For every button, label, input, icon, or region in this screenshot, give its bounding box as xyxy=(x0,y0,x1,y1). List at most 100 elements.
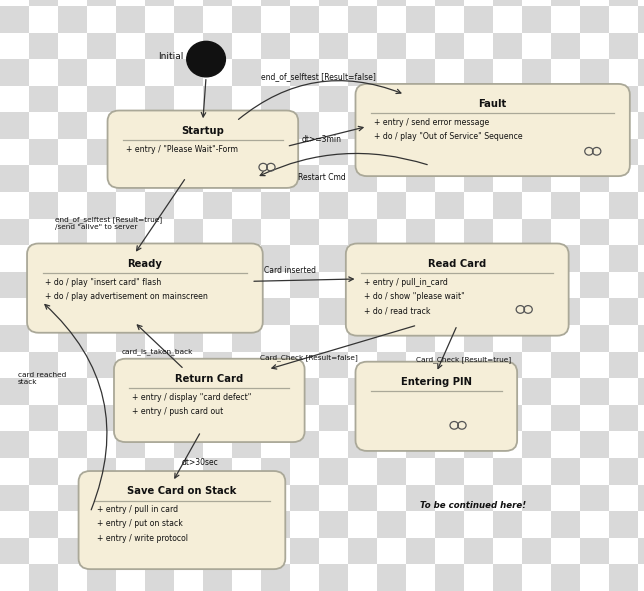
Bar xyxy=(145,86,174,112)
Bar xyxy=(145,165,174,192)
Bar xyxy=(0,564,29,591)
Bar xyxy=(145,112,174,139)
Bar xyxy=(145,139,174,165)
Text: card_is_taken_back: card_is_taken_back xyxy=(122,348,193,355)
Bar xyxy=(174,298,203,325)
Bar xyxy=(29,272,58,298)
Bar xyxy=(290,0,319,6)
Bar xyxy=(406,352,435,378)
Bar xyxy=(377,431,406,458)
Bar xyxy=(174,431,203,458)
Bar xyxy=(609,511,638,538)
Bar xyxy=(203,325,232,352)
Bar xyxy=(348,431,377,458)
Bar xyxy=(522,538,551,564)
Bar xyxy=(638,485,644,511)
Bar xyxy=(145,59,174,86)
Text: + entry / "Please Wait"-Form: + entry / "Please Wait"-Form xyxy=(126,145,238,154)
Bar xyxy=(464,298,493,325)
Bar xyxy=(406,6,435,33)
Bar xyxy=(377,165,406,192)
Bar xyxy=(522,272,551,298)
Bar xyxy=(116,272,145,298)
Bar xyxy=(58,298,87,325)
Bar xyxy=(232,378,261,405)
Bar xyxy=(29,325,58,352)
Bar xyxy=(435,538,464,564)
Bar xyxy=(319,6,348,33)
Bar xyxy=(0,33,29,59)
Bar xyxy=(87,352,116,378)
Bar xyxy=(580,6,609,33)
Bar xyxy=(319,165,348,192)
Bar xyxy=(493,564,522,591)
Bar xyxy=(551,192,580,219)
Text: Read Card: Read Card xyxy=(428,259,486,268)
Bar xyxy=(174,272,203,298)
Bar xyxy=(0,272,29,298)
Bar xyxy=(261,33,290,59)
Bar xyxy=(551,272,580,298)
Bar xyxy=(116,511,145,538)
Bar xyxy=(203,192,232,219)
Bar xyxy=(522,0,551,6)
Bar xyxy=(493,352,522,378)
Bar xyxy=(290,33,319,59)
Bar xyxy=(551,33,580,59)
Bar xyxy=(551,86,580,112)
Bar xyxy=(493,485,522,511)
Bar xyxy=(0,431,29,458)
Bar xyxy=(580,139,609,165)
Bar xyxy=(551,0,580,6)
Bar xyxy=(319,139,348,165)
Text: end_of_selftest [Result=false]: end_of_selftest [Result=false] xyxy=(261,73,376,82)
Bar xyxy=(58,192,87,219)
Bar xyxy=(261,6,290,33)
Bar xyxy=(435,0,464,6)
Bar xyxy=(58,405,87,431)
Bar xyxy=(551,219,580,245)
Bar xyxy=(174,165,203,192)
Bar xyxy=(377,86,406,112)
Bar xyxy=(232,485,261,511)
Bar xyxy=(609,33,638,59)
Bar xyxy=(464,511,493,538)
Bar xyxy=(522,511,551,538)
Bar xyxy=(0,352,29,378)
Bar xyxy=(29,219,58,245)
Bar xyxy=(203,59,232,86)
Bar xyxy=(58,165,87,192)
Bar xyxy=(551,112,580,139)
Bar xyxy=(377,458,406,485)
Bar xyxy=(58,352,87,378)
Bar xyxy=(464,405,493,431)
Bar xyxy=(348,245,377,272)
Bar xyxy=(203,538,232,564)
Bar xyxy=(348,538,377,564)
Bar xyxy=(580,219,609,245)
Bar xyxy=(87,405,116,431)
Bar xyxy=(0,485,29,511)
Bar xyxy=(319,405,348,431)
Bar xyxy=(290,458,319,485)
Bar xyxy=(116,245,145,272)
Bar xyxy=(406,59,435,86)
Text: Save Card on Stack: Save Card on Stack xyxy=(128,486,236,496)
Bar xyxy=(116,325,145,352)
Bar xyxy=(522,33,551,59)
Bar xyxy=(0,458,29,485)
Bar xyxy=(522,378,551,405)
Bar xyxy=(116,86,145,112)
Bar xyxy=(174,192,203,219)
Bar xyxy=(261,564,290,591)
Bar xyxy=(377,485,406,511)
Bar xyxy=(116,192,145,219)
Bar xyxy=(261,298,290,325)
Bar xyxy=(29,0,58,6)
Bar xyxy=(319,431,348,458)
Bar xyxy=(551,378,580,405)
FancyArrowPatch shape xyxy=(137,180,185,251)
Bar xyxy=(319,458,348,485)
Text: + entry / write protocol: + entry / write protocol xyxy=(97,534,187,543)
Bar xyxy=(377,139,406,165)
